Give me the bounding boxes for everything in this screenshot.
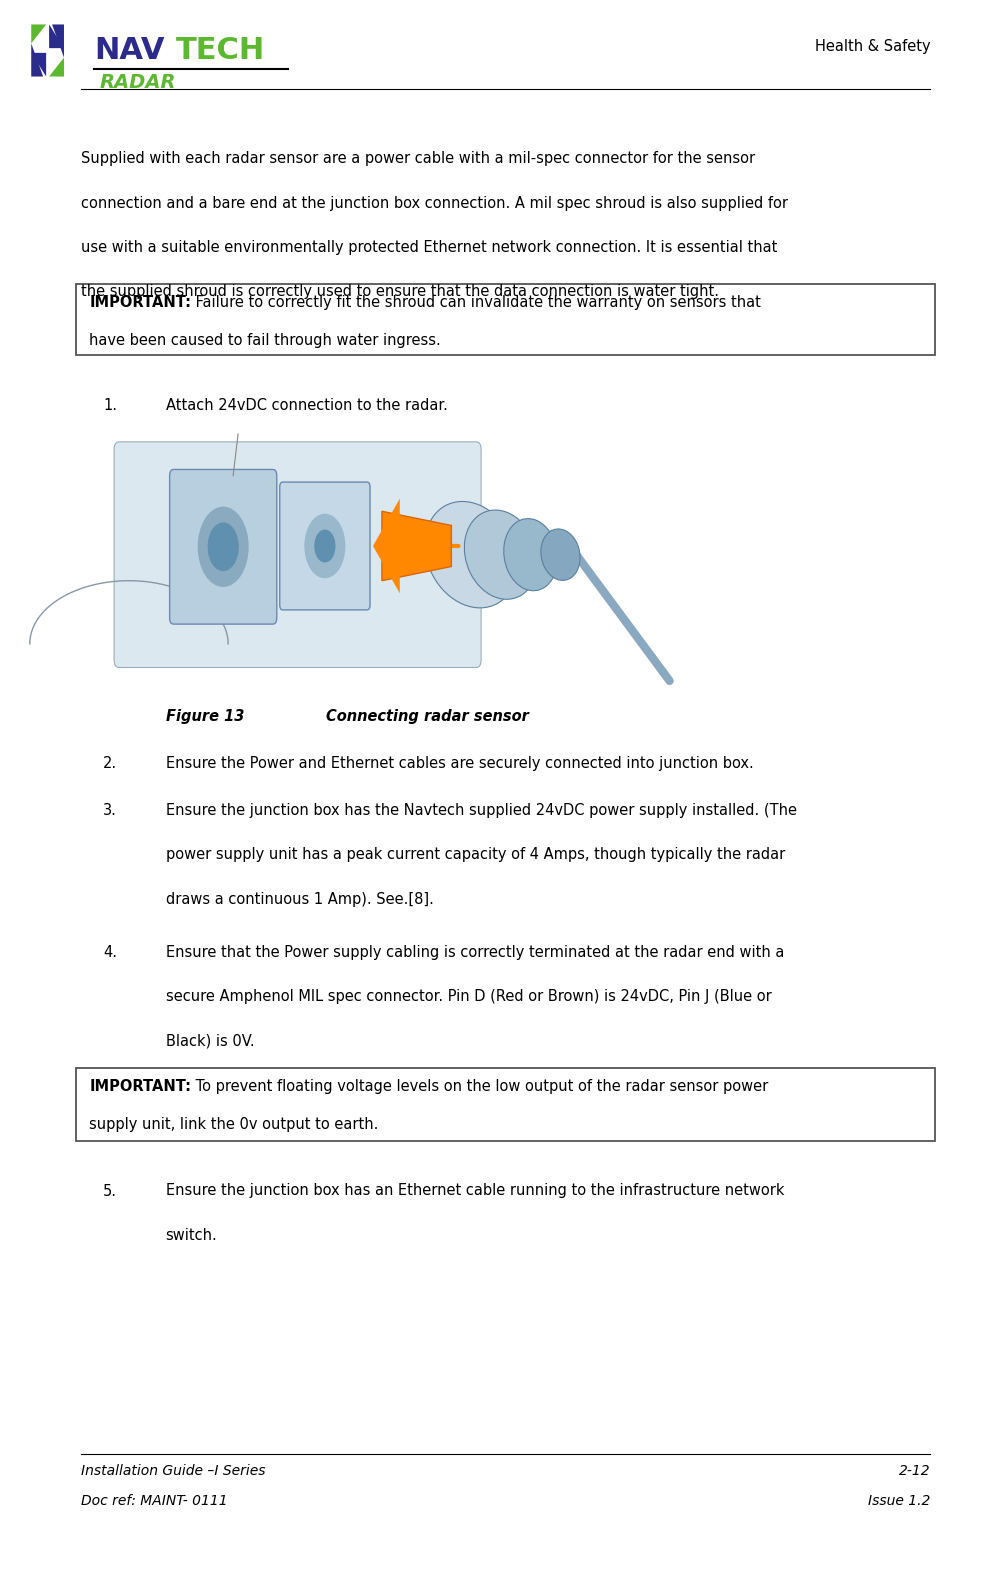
- Text: 5.: 5.: [103, 1184, 117, 1199]
- Text: have been caused to fail through water ingress.: have been caused to fail through water i…: [89, 333, 441, 349]
- FancyBboxPatch shape: [280, 483, 370, 609]
- Text: Installation Guide –I Series: Installation Guide –I Series: [81, 1464, 266, 1477]
- Polygon shape: [373, 499, 400, 593]
- FancyBboxPatch shape: [76, 284, 935, 355]
- Circle shape: [198, 507, 248, 585]
- Text: NAV: NAV: [94, 36, 165, 65]
- Polygon shape: [49, 25, 63, 49]
- Text: supply unit, link the 0v output to earth.: supply unit, link the 0v output to earth…: [89, 1117, 379, 1133]
- FancyBboxPatch shape: [114, 442, 481, 667]
- Text: Attach 24vDC connection to the radar.: Attach 24vDC connection to the radar.: [166, 398, 447, 413]
- Polygon shape: [52, 25, 63, 58]
- Text: Black) is 0V.: Black) is 0V.: [166, 1034, 254, 1049]
- Text: Health & Safety: Health & Safety: [814, 39, 930, 55]
- Text: 3.: 3.: [103, 803, 117, 819]
- Circle shape: [208, 522, 238, 570]
- Text: power supply unit has a peak current capacity of 4 Amps, though typically the ra: power supply unit has a peak current cap…: [166, 847, 785, 863]
- Text: IMPORTANT:: IMPORTANT:: [89, 1079, 191, 1095]
- Text: Figure 13: Figure 13: [166, 709, 244, 724]
- Text: Ensure the junction box has an Ethernet cable running to the infrastructure netw: Ensure the junction box has an Ethernet …: [166, 1184, 784, 1199]
- Polygon shape: [32, 44, 44, 76]
- Text: use with a suitable environmentally protected Ethernet network connection. It is: use with a suitable environmentally prot…: [81, 240, 778, 256]
- Polygon shape: [382, 511, 451, 581]
- Text: Doc ref: MAINT- 0111: Doc ref: MAINT- 0111: [81, 1493, 228, 1507]
- Text: Ensure that the Power supply cabling is correctly terminated at the radar end wi: Ensure that the Power supply cabling is …: [166, 945, 784, 961]
- Text: Issue 1.2: Issue 1.2: [868, 1493, 930, 1507]
- Circle shape: [314, 530, 335, 562]
- Ellipse shape: [504, 519, 558, 590]
- Text: secure Amphenol MIL spec connector. Pin D (Red or Brown) is 24vDC, Pin J (Blue o: secure Amphenol MIL spec connector. Pin …: [166, 989, 772, 1005]
- Text: 4.: 4.: [103, 945, 117, 961]
- Text: TECH: TECH: [176, 36, 265, 65]
- Circle shape: [306, 514, 345, 578]
- FancyArrowPatch shape: [389, 541, 458, 551]
- Text: 2-12: 2-12: [899, 1464, 930, 1477]
- Polygon shape: [32, 54, 46, 76]
- Text: RADAR: RADAR: [99, 73, 176, 92]
- Ellipse shape: [425, 502, 518, 608]
- Text: the supplied shroud is correctly used to ensure that the data connection is wate: the supplied shroud is correctly used to…: [81, 284, 719, 300]
- Text: 1.: 1.: [103, 398, 117, 413]
- Text: switch.: switch.: [166, 1228, 217, 1243]
- Text: Failure to correctly fit the shroud can invalidate the warranty on sensors that: Failure to correctly fit the shroud can …: [191, 295, 761, 311]
- FancyBboxPatch shape: [170, 470, 277, 623]
- Text: Supplied with each radar sensor are a power cable with a mil-spec connector for : Supplied with each radar sensor are a po…: [81, 151, 756, 167]
- Text: Connecting radar sensor: Connecting radar sensor: [285, 709, 529, 724]
- FancyBboxPatch shape: [76, 1068, 935, 1141]
- Polygon shape: [49, 58, 63, 76]
- Ellipse shape: [541, 529, 580, 581]
- Polygon shape: [32, 25, 46, 44]
- Text: Ensure the Power and Ethernet cables are securely connected into junction box.: Ensure the Power and Ethernet cables are…: [166, 756, 753, 772]
- Text: 2.: 2.: [103, 756, 117, 772]
- Text: Ensure the junction box has the Navtech supplied 24vDC power supply installed. (: Ensure the junction box has the Navtech …: [166, 803, 797, 819]
- Text: To prevent floating voltage levels on the low output of the radar sensor power: To prevent floating voltage levels on th…: [191, 1079, 769, 1095]
- Ellipse shape: [464, 510, 538, 600]
- Text: connection and a bare end at the junction box connection. A mil spec shroud is a: connection and a bare end at the junctio…: [81, 196, 789, 211]
- Text: IMPORTANT:: IMPORTANT:: [89, 295, 191, 311]
- Text: draws a continuous 1 Amp). See.[8].: draws a continuous 1 Amp). See.[8].: [166, 892, 434, 907]
